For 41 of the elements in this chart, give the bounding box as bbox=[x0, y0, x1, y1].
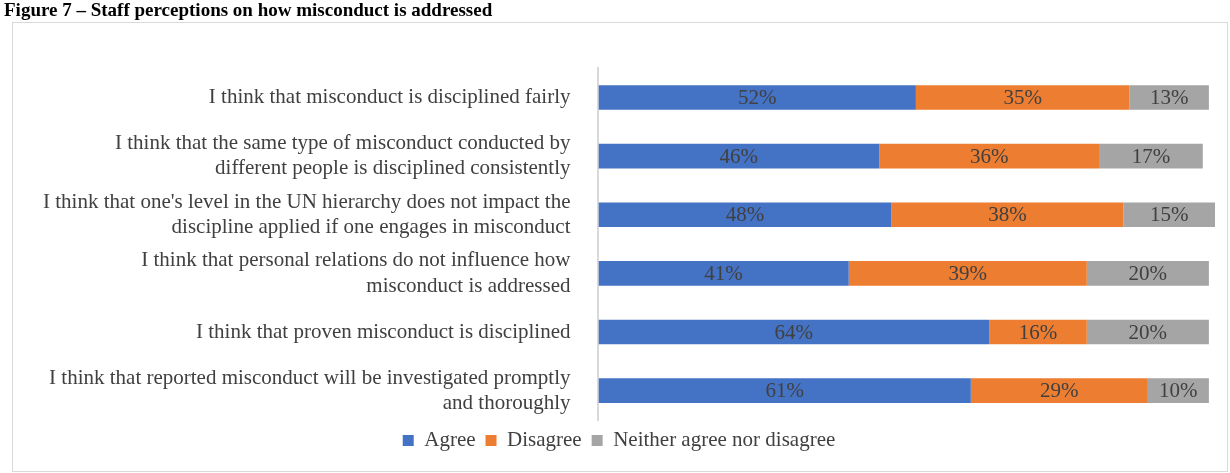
y-tick-label: I think that the same type of misconduct conducted by different people is disciplined consistently bbox=[115, 130, 571, 180]
y-tick-label: I think that personal relations do not influence how misconduct is addressed bbox=[141, 247, 572, 297]
bar bbox=[915, 85, 1130, 110]
bar bbox=[891, 202, 1124, 228]
data-label: 13% bbox=[1149, 85, 1189, 110]
data-label: 64% bbox=[774, 319, 814, 344]
data-label: 17% bbox=[1131, 143, 1171, 168]
data-label: 48% bbox=[725, 202, 765, 227]
bar bbox=[598, 378, 971, 403]
legend-label: Agree bbox=[424, 427, 476, 452]
data-label: 35% bbox=[1003, 85, 1042, 110]
legend-label: Disagree bbox=[507, 427, 582, 452]
y-tick-label: I think that proven misconduct is disciplined bbox=[196, 318, 571, 343]
y-tick-label: I think that one's level in the UN hierarchy does not impact the discipline applied if one engages in misconduct bbox=[42, 188, 571, 238]
bar bbox=[598, 261, 849, 286]
data-label: 16% bbox=[1018, 319, 1058, 344]
bar bbox=[848, 261, 1087, 286]
bar bbox=[598, 143, 880, 169]
bar bbox=[970, 378, 1148, 403]
bar bbox=[598, 319, 990, 345]
data-label: 46% bbox=[719, 143, 759, 168]
bar bbox=[598, 85, 916, 110]
data-label: 61% bbox=[765, 378, 804, 403]
data-label: 15% bbox=[1149, 202, 1189, 227]
data-label: 41% bbox=[704, 260, 743, 285]
bar bbox=[879, 143, 1100, 169]
y-tick-label: I think that misconduct is disciplined fairly bbox=[208, 84, 571, 109]
data-label: 20% bbox=[1128, 260, 1168, 285]
data-label: 10% bbox=[1159, 378, 1198, 403]
data-label: 39% bbox=[948, 260, 988, 285]
y-tick-label: I think that reported misconduct will be investigated promptly and thoroughly bbox=[49, 364, 571, 414]
data-label: 36% bbox=[969, 143, 1009, 168]
data-label: 52% bbox=[737, 85, 777, 110]
data-label: 20% bbox=[1128, 319, 1168, 344]
text: Figure 7 – Staff perceptions on how misconduct is addressed bbox=[4, 0, 493, 20]
bar bbox=[598, 202, 892, 228]
bar bbox=[1086, 261, 1209, 286]
legend-label: Neither agree nor disagree bbox=[613, 427, 836, 452]
data-label: 38% bbox=[988, 202, 1027, 227]
data-label: 29% bbox=[1040, 378, 1079, 403]
bar bbox=[1123, 202, 1215, 228]
